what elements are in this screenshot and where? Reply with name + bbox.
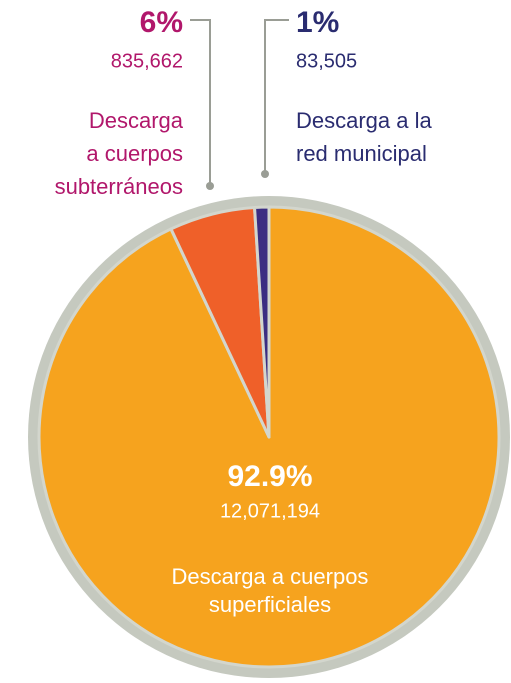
category-label: a cuerpos — [86, 141, 183, 166]
pie-slice — [253, 205, 271, 439]
leader-line — [264, 19, 289, 172]
slices — [37, 205, 501, 669]
amount-label: 83,505 — [296, 50, 357, 72]
amount-label: 835,662 — [111, 50, 183, 72]
percent-label: 1% — [296, 6, 339, 39]
category-label: Descarga a la — [296, 108, 433, 133]
leader-dot — [206, 182, 214, 190]
leader-line — [190, 19, 211, 184]
category-label: red municipal — [296, 141, 427, 166]
leader-dot — [261, 170, 269, 178]
labels: 92.9% 12,071,194 Descarga a cuerpos superfi… — [55, 6, 433, 617]
percent-label: 6% — [140, 6, 183, 39]
percent-label: 92.9% — [227, 460, 312, 493]
category-label: subterráneos — [55, 174, 183, 199]
category-label: Descarga — [89, 108, 184, 133]
amount-label: 12,071,194 — [220, 500, 320, 522]
category-label: Descarga a cuerpos — [172, 564, 369, 589]
category-label: superficiales — [209, 592, 331, 617]
